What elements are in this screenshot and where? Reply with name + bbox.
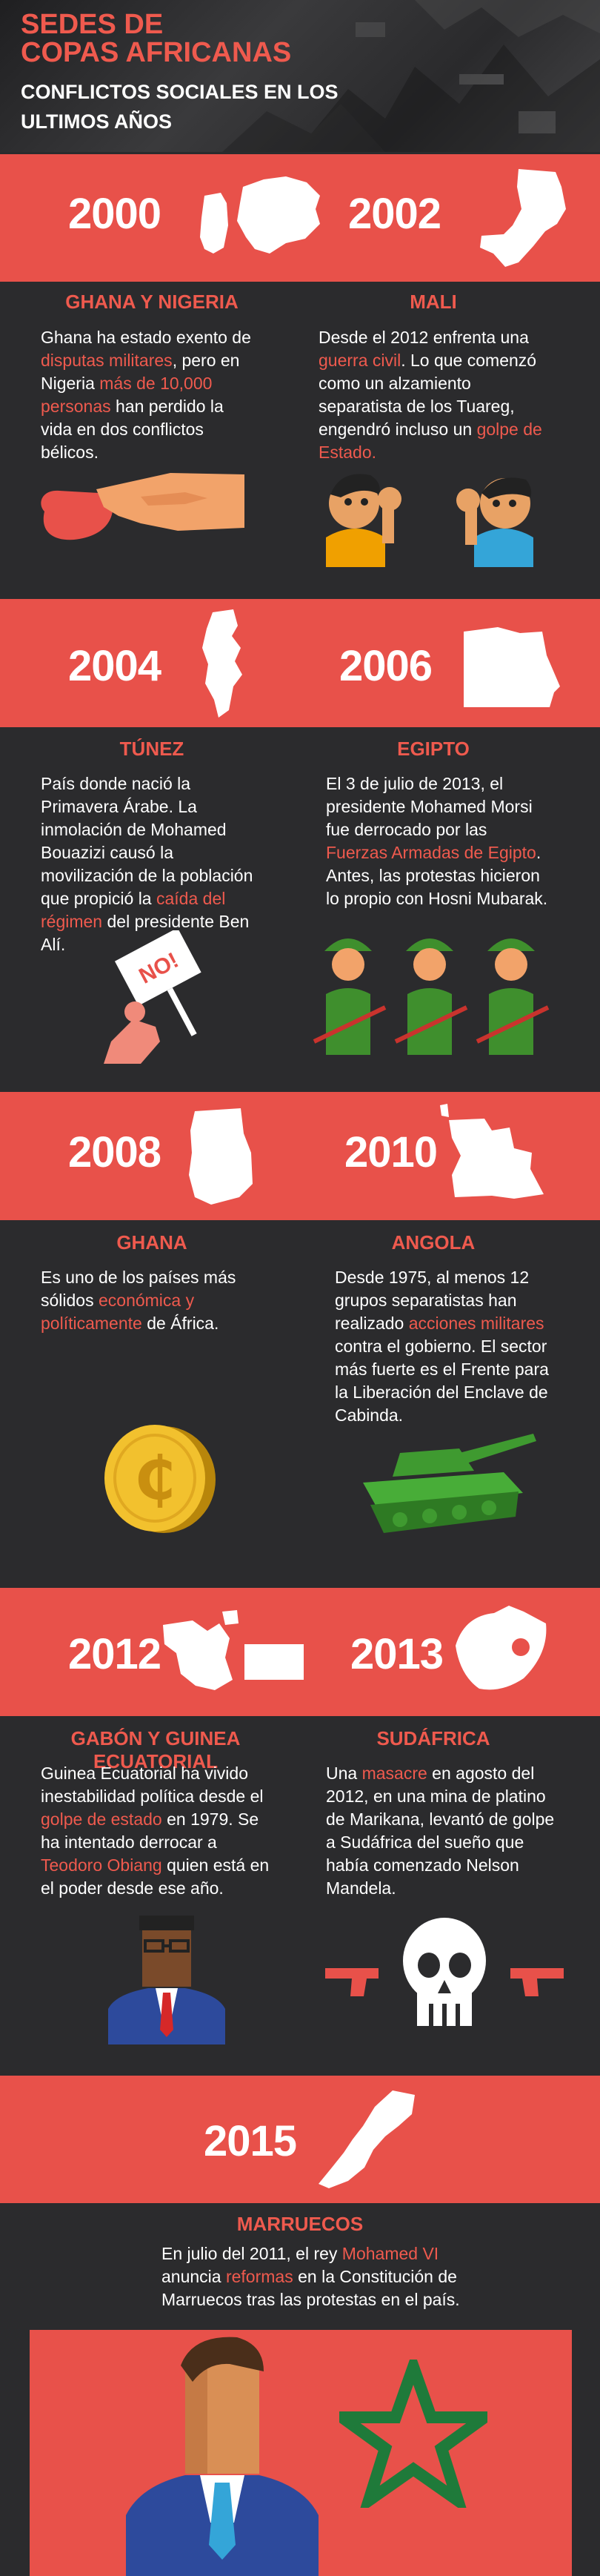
angola-map-icon bbox=[440, 1104, 544, 1199]
body-text: . Antes, las protestas hicieron lo propi… bbox=[326, 843, 548, 908]
title-line-2: COPAS AFRICANAS bbox=[21, 37, 292, 68]
tunisia-map-icon bbox=[202, 609, 242, 718]
year-label: 2015 bbox=[204, 2117, 297, 2165]
country-heading: GHANA Y NIGERIA bbox=[65, 291, 239, 313]
highlight-text: Mohamed VI bbox=[341, 2244, 439, 2263]
protesters-icon bbox=[326, 474, 533, 567]
year-label: 2008 bbox=[68, 1128, 161, 1176]
country-heading: SUDÁFRICA bbox=[376, 1727, 490, 1749]
highlight-text: caída del régimen bbox=[41, 889, 226, 931]
highlight-text: Fuerzas Armadas de Egipto bbox=[326, 843, 536, 862]
body-text: contra el gobierno. El sector más fuerte… bbox=[335, 1337, 549, 1425]
highlight-text: golpe de estado bbox=[41, 1810, 162, 1829]
highlight-text: masacre bbox=[361, 1764, 427, 1783]
body-text: en la Constitución de Marruecos tras las… bbox=[161, 2267, 460, 2309]
gabon-guinea-map-icon bbox=[163, 1610, 304, 1690]
highlight-text: acciones militares bbox=[408, 1314, 544, 1333]
section-text: Desde el 2012 enfrenta una guerra civil.… bbox=[319, 326, 544, 464]
body-text: en agosto del 2012, en una mina de plati… bbox=[326, 1764, 555, 1898]
year-label: 2000 bbox=[68, 190, 161, 238]
section-text: País donde nació la Primavera Árabe. La … bbox=[41, 772, 259, 956]
cedi-coin-icon: ₵ bbox=[104, 1425, 216, 1533]
year-label: 2013 bbox=[350, 1630, 444, 1678]
year-label: 2004 bbox=[68, 642, 161, 690]
section-text: Ghana ha estado exento de disputas milit… bbox=[41, 326, 256, 464]
body-text: Desde 1975, al menos 12 grupos separatis… bbox=[335, 1268, 530, 1333]
politician-icon bbox=[108, 1916, 225, 2044]
body-text: de África. bbox=[141, 1314, 219, 1333]
egypt-map-icon bbox=[464, 627, 560, 707]
section-text: En julio del 2011, el rey Mohamed VI anu… bbox=[161, 2242, 473, 2311]
rubble-texture bbox=[222, 0, 600, 152]
country-heading: TÚNEZ bbox=[119, 738, 184, 760]
section-text: Guinea Ecuatorial ha vivido inestabilida… bbox=[41, 1762, 270, 1900]
section-text: Una masacre en agosto del 2012, en una m… bbox=[326, 1762, 563, 1900]
ghana-nigeria-map-icon bbox=[200, 176, 320, 254]
body-text: , pero en Nigeria bbox=[41, 351, 240, 393]
page-title: SEDES DE COPAS AFRICANAS bbox=[21, 10, 291, 67]
section-text: Desde 1975, al menos 12 grupos separatis… bbox=[335, 1266, 564, 1427]
country-heading: MARRUECOS bbox=[236, 2213, 364, 2235]
body-text: País donde nació la Primavera Árabe. La … bbox=[41, 774, 253, 908]
country-heading: GHANA bbox=[116, 1231, 187, 1254]
mali-map-icon bbox=[480, 169, 566, 267]
country-heading: GABÓN Y GUINEA ECUATORIAL bbox=[70, 1727, 241, 1772]
body-text: Una bbox=[326, 1764, 362, 1783]
body-text: Es uno de los países más sólidos bbox=[41, 1268, 236, 1310]
subtitle-line-1: CONFLICTOS SOCIALES EN LOS bbox=[21, 81, 339, 103]
body-text: El 3 de julio de 2013, el presidente Moh… bbox=[326, 774, 533, 839]
tank-icon bbox=[363, 1434, 536, 1533]
protest-sign-icon: NO! bbox=[104, 930, 201, 1064]
body-text: Ghana ha estado exento de bbox=[41, 328, 251, 347]
highlight-text: económica y políticamente bbox=[41, 1291, 195, 1333]
highlight-text: Teodoro Obiang bbox=[41, 1855, 162, 1875]
body-text: en 1979. Se ha intentado derrocar a bbox=[41, 1810, 259, 1852]
country-heading: EGIPTO bbox=[397, 738, 470, 760]
body-text: anuncia bbox=[161, 2267, 226, 2286]
body-text: Desde el 2012 enfrenta una bbox=[319, 328, 529, 347]
body-text: han perdido la vida en dos conflictos bé… bbox=[41, 397, 224, 462]
body-text: . Lo que comenzó como un alzamiento sepa… bbox=[319, 351, 537, 439]
soldiers-icon bbox=[313, 938, 550, 1055]
year-label: 2002 bbox=[348, 190, 441, 238]
country-heading: MALI bbox=[410, 291, 457, 313]
skull-guns-icon bbox=[325, 1918, 564, 2026]
page-subtitle: CONFLICTOS SOCIALES EN LOS ULTIMOS AÑOS bbox=[21, 77, 339, 136]
title-line-1: SEDES DE bbox=[21, 9, 164, 40]
highlight-text: guerra civil bbox=[319, 351, 401, 370]
highlight-text: disputas militares bbox=[41, 351, 173, 370]
header: SEDES DE COPAS AFRICANAS CONFLICTOS SOCI… bbox=[0, 0, 600, 152]
year-label: 2006 bbox=[339, 642, 433, 690]
morocco-map-icon bbox=[319, 2090, 415, 2188]
section-text: El 3 de julio de 2013, el presidente Moh… bbox=[326, 772, 552, 910]
highlight-text: golpe de Estado. bbox=[319, 420, 542, 462]
body-text: del presidente Ben Alí. bbox=[41, 912, 250, 954]
body-text: quien está en el poder desde ese año. bbox=[41, 1855, 270, 1898]
subtitle-line-2: ULTIMOS AÑOS bbox=[21, 110, 172, 133]
year-label: 2012 bbox=[68, 1630, 161, 1678]
coin-symbol: ₵ bbox=[134, 1444, 176, 1513]
south-africa-map-icon bbox=[456, 1606, 547, 1690]
section-text: Es uno de los países más sólidos económi… bbox=[41, 1266, 263, 1335]
king-icon bbox=[126, 2337, 319, 2576]
year-label: 2010 bbox=[344, 1128, 438, 1176]
highlight-text: más de 10,000 personas bbox=[41, 374, 213, 416]
ghana-map-icon bbox=[189, 1108, 253, 1205]
country-heading: ANGOLA bbox=[391, 1231, 476, 1254]
body-text: En julio del 2011, el rey bbox=[161, 2244, 342, 2263]
year-band-5 bbox=[0, 2076, 600, 2203]
morocco-star-icon bbox=[339, 2360, 487, 2508]
body-text: Guinea Ecuatorial ha vivido inestabilida… bbox=[41, 1764, 264, 1806]
morocco-panel bbox=[30, 2330, 572, 2576]
highlight-text: reformas bbox=[225, 2267, 293, 2286]
hand-blood-icon bbox=[41, 473, 244, 540]
